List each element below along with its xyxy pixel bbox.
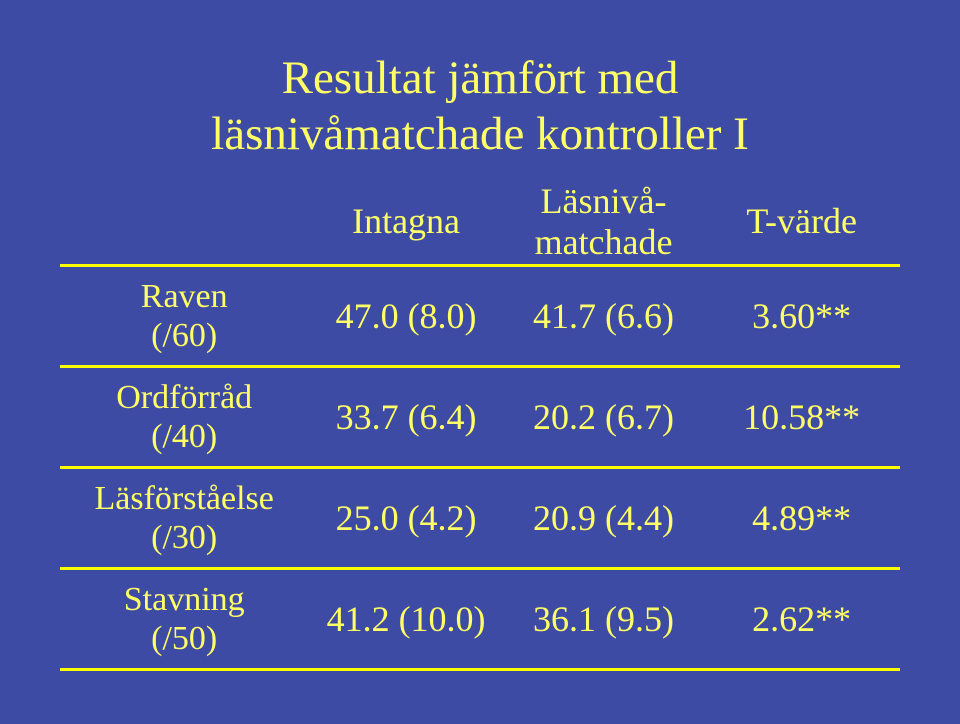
row-label-main: Stavning [124,581,245,618]
cell-tvarde: 2.62** [703,569,900,670]
row-label-sub: (/30) [60,518,308,557]
cell-intagna: 25.0 (4.2) [308,467,503,568]
cell-lasniva: 20.9 (4.4) [504,467,704,568]
table-row: Raven (/60) 47.0 (8.0) 41.7 (6.6) 3.60** [60,265,900,366]
header-tvarde: T-värde [703,181,900,265]
row-label-main: Raven [141,278,228,315]
slide-title: Resultat jämfört med läsnivåmatchade kon… [60,50,900,163]
cell-lasniva: 36.1 (9.5) [504,569,704,670]
row-label: Läsförståelse (/30) [60,467,308,568]
table-row: Läsförståelse (/30) 25.0 (4.2) 20.9 (4.4… [60,467,900,568]
table-header-row: Intagna Läsnivå- matchade T-värde [60,181,900,265]
row-label-sub: (/50) [60,619,308,658]
cell-intagna: 47.0 (8.0) [308,265,503,366]
row-label-sub: (/60) [60,316,308,355]
cell-lasniva: 20.2 (6.7) [504,366,704,467]
cell-tvarde: 10.58** [703,366,900,467]
cell-intagna: 33.7 (6.4) [308,366,503,467]
cell-lasniva: 41.7 (6.6) [504,265,704,366]
title-line-2: läsnivåmatchade kontroller I [211,108,749,160]
table-row: Ordförråd (/40) 33.7 (6.4) 20.2 (6.7) 10… [60,366,900,467]
row-label: Raven (/60) [60,265,308,366]
header-tvarde-top: T-värde [703,201,900,242]
slide: Resultat jämfört med läsnivåmatchade kon… [0,0,960,724]
row-label: Ordförråd (/40) [60,366,308,467]
cell-tvarde: 3.60** [703,265,900,366]
row-label-main: Läsförståelse [95,480,274,517]
results-table: Intagna Läsnivå- matchade T-värde Raven … [60,181,900,672]
header-intagna: Intagna [308,181,503,265]
row-label-main: Ordförråd [116,379,252,416]
header-lasniva: Läsnivå- matchade [504,181,704,265]
table-row: Stavning (/50) 41.2 (10.0) 36.1 (9.5) 2.… [60,569,900,670]
cell-tvarde: 4.89** [703,467,900,568]
header-lasniva-top: Läsnivå- [504,181,704,222]
row-label-sub: (/40) [60,417,308,456]
row-label: Stavning (/50) [60,569,308,670]
header-intagna-top: Intagna [308,201,503,242]
header-lasniva-sub: matchade [504,222,704,263]
cell-intagna: 41.2 (10.0) [308,569,503,670]
header-blank [60,181,308,265]
title-line-1: Resultat jämfört med [282,52,679,104]
